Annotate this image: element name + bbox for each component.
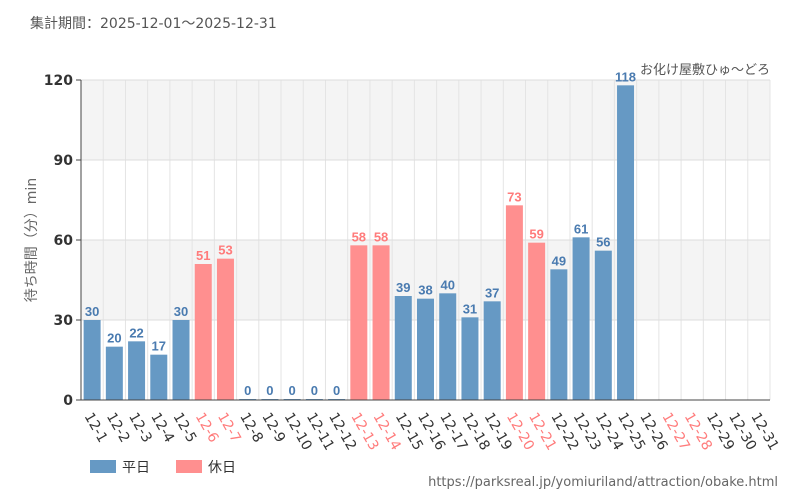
y-tick-labels: 0 30 60 90 120	[44, 73, 81, 409]
data-label-12-10: 0	[289, 383, 296, 398]
y-tick-label: 90	[54, 153, 74, 169]
y-axis-label: 待ち時間（分）min	[24, 178, 40, 302]
bar-12-15	[394, 296, 412, 400]
data-label-12-14: 58	[374, 229, 388, 244]
legend-swatch-weekday	[90, 460, 116, 473]
bar-12-2	[105, 346, 123, 400]
bar-12-13	[350, 245, 368, 400]
data-label-12-4: 17	[152, 339, 166, 354]
data-label-12-21: 59	[529, 227, 543, 242]
bar-12-7	[216, 258, 234, 400]
data-label-12-22: 49	[552, 253, 566, 268]
bar-12-24	[594, 250, 612, 400]
bar-12-20	[505, 205, 523, 400]
y-tick-label: 120	[44, 73, 73, 89]
data-label-12-20: 73	[507, 189, 521, 204]
bar-12-18	[461, 317, 479, 400]
data-label-12-19: 37	[485, 285, 499, 300]
legend-swatch-holiday	[176, 460, 202, 473]
data-label-12-3: 22	[129, 325, 143, 340]
y-tick-label: 60	[54, 233, 74, 249]
bar-12-23	[572, 237, 590, 400]
data-label-12-17: 40	[440, 277, 454, 292]
chart-bars	[83, 85, 635, 400]
bar-12-6	[194, 264, 212, 400]
bar-12-22	[550, 269, 568, 400]
bar-12-25	[617, 85, 635, 400]
bar-12-21	[528, 242, 546, 400]
bar-12-17	[439, 293, 457, 400]
data-label-12-9: 0	[266, 383, 273, 398]
data-label-12-2: 20	[107, 331, 121, 346]
attraction-name: お化け屋敷ひゅ～どろ	[640, 63, 770, 78]
bar-12-19	[483, 301, 501, 400]
legend-label-weekday: 平日	[122, 460, 150, 476]
bar-12-1	[83, 320, 101, 400]
data-label-12-6: 51	[196, 248, 210, 263]
bar-12-16	[417, 298, 434, 400]
legend: 平日 休日	[90, 460, 236, 476]
legend-label-holiday: 休日	[208, 460, 236, 476]
data-label-12-8: 0	[244, 383, 251, 398]
y-tick-label: 30	[54, 313, 74, 329]
x-tick-labels: 12-112-212-312-412-512-612-712-812-912-1…	[81, 410, 782, 453]
bar-12-4	[150, 354, 168, 400]
data-label-12-16: 38	[418, 283, 432, 298]
bar-12-14	[372, 245, 390, 400]
data-label-12-5: 30	[174, 304, 188, 319]
data-label-12-13: 58	[352, 229, 366, 244]
bar-12-5	[172, 320, 190, 400]
data-label-12-23: 61	[574, 221, 588, 236]
data-label-12-15: 39	[396, 280, 410, 295]
bar-12-3	[128, 341, 146, 400]
period-label: 集計期間：2025-12-01～2025-12-31	[30, 15, 277, 32]
data-label-12-11: 0	[311, 383, 318, 398]
data-label-12-25: 118	[615, 69, 636, 84]
data-label-12-24: 56	[596, 235, 610, 250]
data-label-12-7: 53	[218, 243, 232, 258]
grid-band	[81, 80, 770, 160]
data-label-12-18: 31	[463, 301, 477, 316]
y-tick-label: 0	[63, 393, 73, 409]
data-label-12-1: 30	[85, 304, 99, 319]
source-url: https://parksreal.jp/yomiuriland/attract…	[428, 475, 778, 490]
data-label-12-12: 0	[333, 383, 340, 398]
